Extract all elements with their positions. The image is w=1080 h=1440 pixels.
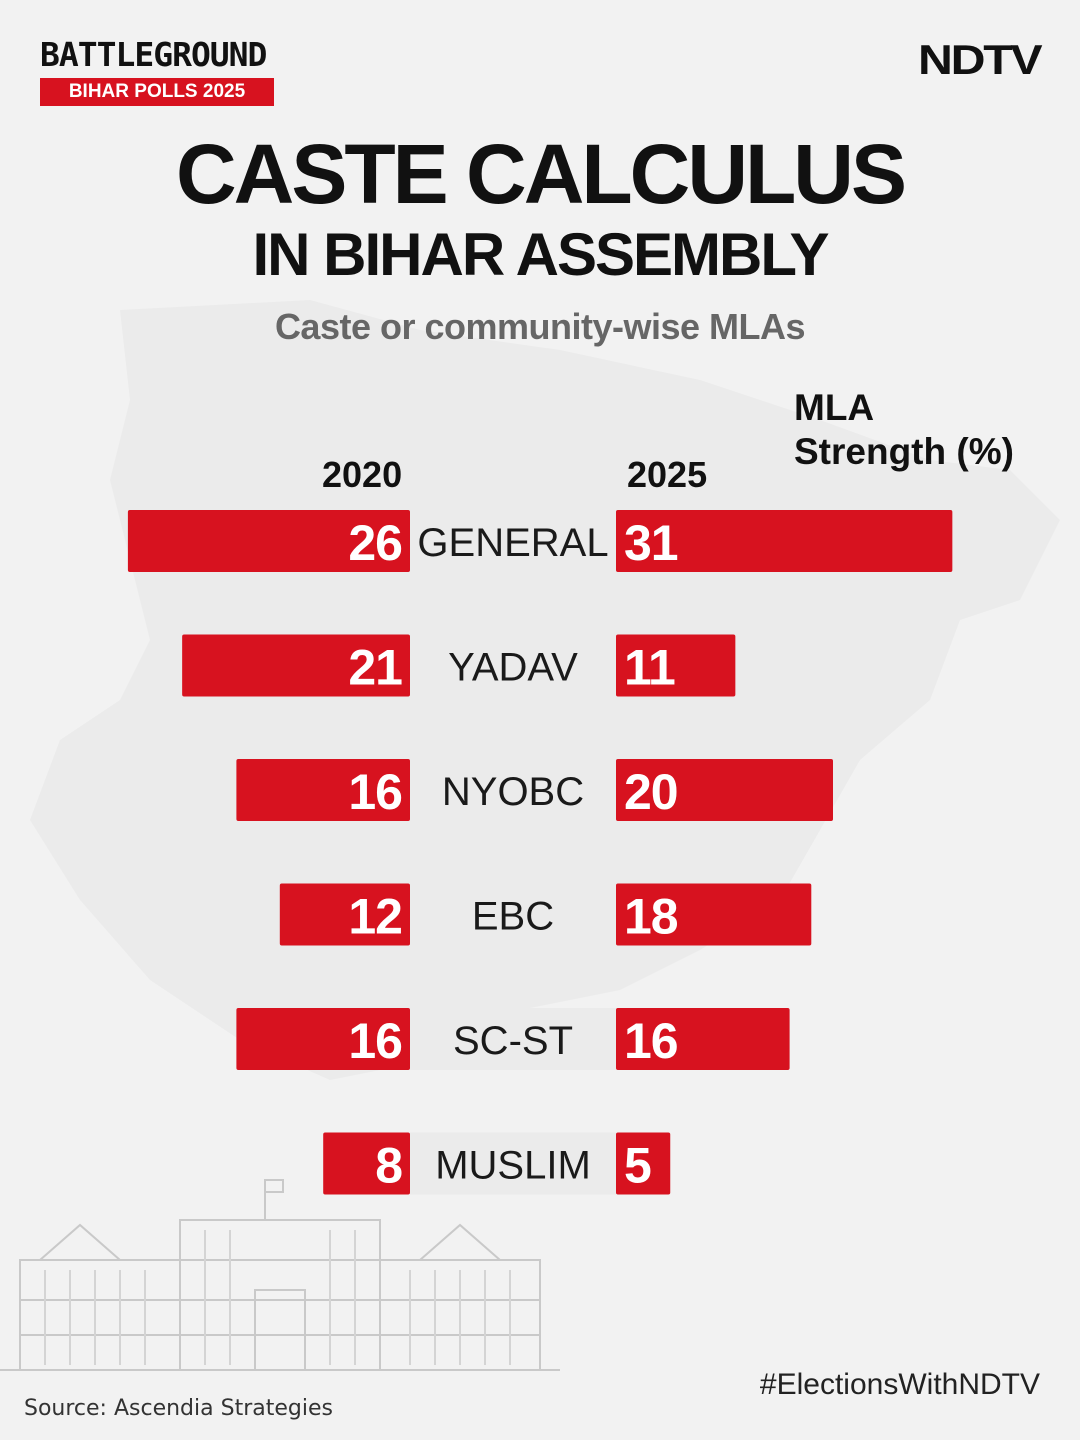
value-label-2020-ebc: 12 — [348, 889, 402, 945]
category-label-sc-st: SC-ST — [453, 1019, 573, 1063]
bar-2025-ebc — [616, 883, 812, 946]
bar-2025-nyobc — [616, 759, 833, 821]
brand-subtitle-badge: BIHAR POLLS 2025 — [40, 78, 274, 106]
category-band-muslim — [410, 1132, 616, 1195]
bar-2020-nyobc — [236, 759, 410, 821]
bar-2025-yadav — [616, 634, 736, 697]
value-label-2025-yadav: 11 — [624, 640, 675, 696]
publisher-logo: NDTV — [917, 36, 1043, 83]
value-label-2020-general: 26 — [348, 515, 402, 571]
value-axis-label-line2: Strength (%) — [794, 431, 1014, 472]
source-note: Source: Ascendia Strategies — [24, 1396, 333, 1421]
value-label-2020-muslim: 8 — [375, 1138, 402, 1194]
chart-caption: Caste or community-wise MLAs — [274, 306, 806, 347]
value-axis-label: MLA Strength (%) — [794, 386, 1014, 474]
value-label-2025-ebc: 18 — [624, 889, 678, 945]
value-label-2020-nyobc: 16 — [348, 764, 402, 820]
category-label-ebc: EBC — [472, 895, 554, 939]
hashtag: #ElectionsWithNDTV — [759, 1368, 1040, 1401]
bar-2020-muslim — [323, 1132, 410, 1195]
value-axis-label-line1: MLA — [794, 387, 875, 428]
page-title: CASTE CALCULUS — [176, 127, 907, 221]
value-label-2025-sc-st: 16 — [624, 1013, 678, 1069]
bar-2020-general — [127, 510, 411, 572]
category-label-yadav: YADAV — [448, 646, 578, 690]
series-label-2025: 2025 — [627, 454, 708, 495]
series-label-2020: 2020 — [322, 454, 403, 495]
category-band-general — [410, 510, 616, 572]
category-label-muslim: MUSLIM — [435, 1144, 591, 1188]
bar-2025-muslim — [616, 1132, 671, 1195]
bar-2020-ebc — [279, 883, 410, 946]
value-label-2025-muslim: 5 — [624, 1138, 651, 1194]
brand-logo: BATTLEGROUND BIHAR POLLS 2025 — [40, 38, 274, 106]
assembly-building-illustration — [0, 1179, 560, 1371]
value-label-2020-yadav: 21 — [348, 640, 402, 696]
category-band-sc-st — [410, 1008, 616, 1070]
value-label-2025-nyobc: 20 — [624, 764, 678, 820]
page-subtitle: IN BIHAR ASSEMBLY — [252, 221, 830, 288]
category-band-ebc — [410, 883, 616, 946]
category-band-nyobc — [410, 759, 616, 821]
bar-2025-sc-st — [616, 1008, 790, 1070]
value-label-2020-sc-st: 16 — [348, 1013, 402, 1069]
brand-title: BATTLEGROUND — [40, 35, 267, 74]
bar-2025-general — [616, 510, 953, 572]
category-label-nyobc: NYOBC — [442, 770, 584, 814]
value-label-2025-general: 31 — [624, 515, 678, 571]
bar-2020-sc-st — [236, 1008, 410, 1070]
bar-2020-yadav — [182, 634, 410, 697]
category-band-yadav — [410, 634, 616, 697]
category-label-general: GENERAL — [417, 521, 608, 565]
